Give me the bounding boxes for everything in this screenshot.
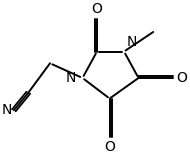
Text: O: O: [92, 2, 102, 16]
Text: O: O: [104, 140, 115, 154]
Text: N: N: [66, 71, 76, 85]
Text: N: N: [2, 103, 12, 117]
Text: N: N: [127, 35, 137, 49]
Text: O: O: [177, 71, 187, 85]
